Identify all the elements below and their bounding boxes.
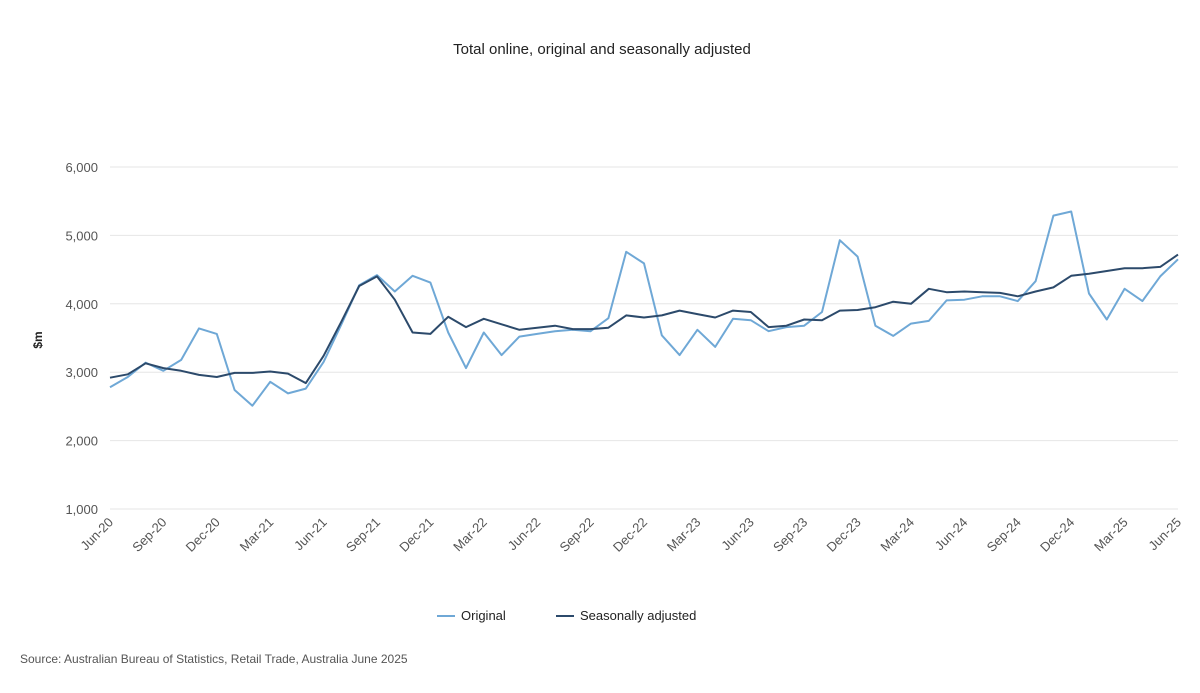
y-axis-ticks: 1,000 2,000 3,000 4,000 5,000 6,000: [65, 160, 98, 517]
x-tick-label: Dec-24: [1037, 515, 1077, 555]
y-tick-label: 6,000: [65, 160, 98, 175]
gridlines: [110, 166, 1178, 510]
x-tick-label: Jun-23: [718, 515, 757, 554]
x-tick-label: Jun-22: [505, 515, 544, 554]
x-tick-label: Mar-21: [237, 515, 277, 555]
series-lines: [109, 210, 1179, 407]
x-tick-label: Dec-21: [396, 515, 436, 555]
series-line-seasonally-adjusted: [109, 253, 1179, 385]
y-axis-label: $m: [31, 331, 45, 348]
x-tick-label: Jun-24: [932, 515, 971, 554]
source-note: Source: Australian Bureau of Statistics,…: [20, 652, 408, 666]
x-tick-label: Dec-23: [823, 515, 863, 555]
chart-title: Total online, original and seasonally ad…: [453, 41, 751, 58]
x-tick-label: Jun-21: [291, 515, 330, 554]
legend: Original Seasonally adjusted: [437, 608, 696, 623]
x-tick-label: Mar-24: [877, 515, 917, 555]
y-tick-label: 1,000: [65, 502, 98, 517]
y-tick-label: 3,000: [65, 365, 98, 380]
y-tick-label: 5,000: [65, 228, 98, 243]
x-axis-ticks: Jun-20 Sep-20 Dec-20 Mar-21 Jun-21 Sep-21 Dec-…: [77, 515, 1184, 555]
x-tick-label: Dec-22: [610, 515, 650, 555]
x-tick-label: Dec-20: [183, 515, 223, 555]
x-tick-label: Sep-20: [129, 515, 169, 555]
series-line-original: [109, 210, 1179, 407]
x-tick-label: Sep-21: [343, 515, 383, 555]
y-tick-label: 2,000: [65, 434, 98, 449]
y-tick-label: 4,000: [65, 297, 98, 312]
x-tick-label: Mar-25: [1091, 515, 1131, 555]
x-tick-label: Sep-24: [984, 515, 1024, 555]
legend-label-original: Original: [461, 608, 506, 623]
x-tick-label: Mar-23: [664, 515, 704, 555]
legend-label-seasonally-adjusted: Seasonally adjusted: [580, 608, 696, 623]
x-tick-label: Jun-25: [1145, 515, 1184, 554]
x-tick-label: Sep-23: [770, 515, 810, 555]
x-tick-label: Mar-22: [450, 515, 490, 555]
x-tick-label: Sep-22: [556, 515, 596, 555]
x-tick-label: Jun-20: [77, 515, 116, 554]
